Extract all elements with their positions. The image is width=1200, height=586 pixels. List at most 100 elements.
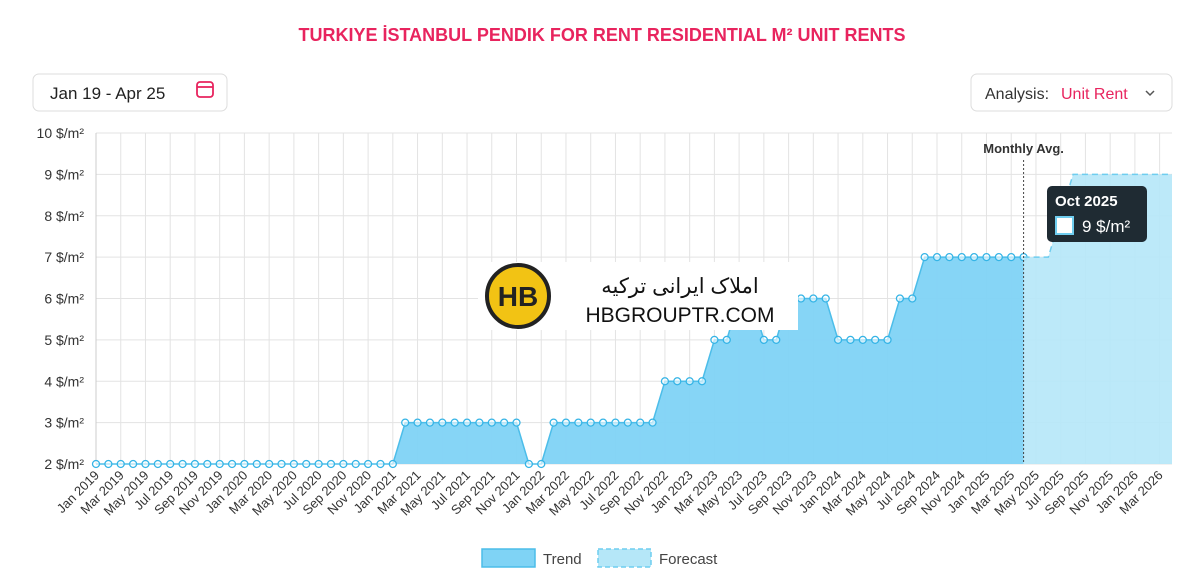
- y-tick-label: 3 $/m²: [44, 415, 84, 431]
- chart-title: TURKIYE İSTANBUL PENDIK FOR RENT RESIDEN…: [298, 25, 905, 45]
- y-tick-label: 6 $/m²: [44, 291, 84, 307]
- line: [96, 256, 1024, 465]
- point: [957, 252, 966, 262]
- point: [438, 418, 447, 427]
- point: [537, 459, 546, 469]
- legend-label[interactable]: Trend: [543, 551, 582, 568]
- y-tick-label: 10 $/m²: [37, 125, 85, 141]
- chevron[interactable]: [1145, 90, 1155, 97]
- point: [908, 294, 917, 303]
- tooltip-value: 9 $/m²: [1082, 217, 1131, 236]
- point: [697, 377, 707, 386]
- point: [462, 418, 472, 427]
- y-tick-label: 2 $/m²: [44, 456, 84, 472]
- point: [512, 418, 521, 427]
- point: [969, 252, 979, 262]
- point: [920, 252, 929, 262]
- point: [203, 459, 212, 469]
- tooltip-swatch: [1055, 216, 1074, 235]
- point: [994, 252, 1004, 262]
- point: [932, 252, 942, 262]
- legend-swatch[interactable]: [597, 548, 652, 568]
- area: [1023, 174, 1172, 464]
- point: [289, 459, 299, 469]
- point: [227, 459, 237, 469]
- point: [326, 459, 336, 469]
- point: [561, 418, 571, 427]
- point: [549, 418, 558, 427]
- point: [772, 335, 781, 345]
- point: [190, 459, 200, 469]
- point: [314, 459, 323, 469]
- point: [636, 418, 645, 427]
- point: [586, 418, 595, 427]
- point: [116, 459, 125, 469]
- watermark-logo: [485, 263, 551, 329]
- y-tick-label: 5 $/m²: [44, 332, 84, 348]
- point: [302, 459, 311, 469]
- analysis-label[interactable]: Analysis:: [985, 86, 1049, 103]
- y-tick-label: 4 $/m²: [44, 373, 84, 389]
- point: [821, 294, 830, 303]
- point: [166, 459, 175, 469]
- point: [475, 418, 484, 427]
- y-tick-label: 7 $/m²: [44, 249, 84, 265]
- point: [611, 418, 620, 427]
- legend-swatch[interactable]: [481, 548, 536, 568]
- point: [710, 335, 719, 345]
- calendar-icon[interactable]: [196, 81, 214, 98]
- point: [240, 459, 249, 469]
- point: [401, 418, 410, 427]
- point: [722, 335, 731, 345]
- point: [1007, 252, 1016, 262]
- point: [895, 294, 905, 303]
- watermark-line2: HBGROUPTR.COM: [586, 304, 775, 327]
- legend-label[interactable]: Forecast: [659, 551, 718, 568]
- point: [388, 459, 397, 469]
- point: [623, 418, 632, 427]
- point: [945, 252, 954, 262]
- point: [153, 459, 162, 469]
- point: [499, 418, 509, 427]
- date-range[interactable]: Jan 19 - Apr 25: [50, 84, 165, 103]
- point: [487, 418, 496, 427]
- dropdown-box[interactable]: [970, 73, 1173, 112]
- date-picker[interactable]: Jan 19 - Apr 25: [32, 73, 228, 112]
- point: [425, 418, 435, 427]
- point: [178, 459, 187, 469]
- point: [685, 377, 694, 386]
- annotation: Monthly Avg.: [983, 141, 1064, 156]
- overlay: Monthly Avg. Oct 2025 9 $/m² Trend Forecast: [481, 141, 1147, 568]
- point: [413, 418, 422, 427]
- point: [673, 377, 682, 386]
- analysis-dropdown[interactable]: Analysis: Unit Rent: [970, 73, 1173, 112]
- point: [363, 459, 373, 469]
- date-box[interactable]: [32, 73, 228, 112]
- point: [648, 418, 657, 427]
- point: [450, 418, 459, 427]
- point: [574, 418, 583, 427]
- point: [277, 459, 286, 469]
- point: [809, 294, 818, 303]
- y-tick-label: 8 $/m²: [44, 208, 84, 224]
- point: [91, 459, 101, 469]
- point: [871, 335, 880, 345]
- point: [598, 418, 608, 427]
- analysis-value[interactable]: Unit Rent: [1061, 86, 1128, 103]
- point: [524, 459, 534, 469]
- point: [982, 252, 991, 262]
- point: [264, 459, 274, 469]
- point: [252, 459, 261, 469]
- point: [796, 294, 806, 303]
- point: [128, 459, 138, 469]
- point: [858, 335, 867, 345]
- point: [376, 459, 385, 469]
- point: [339, 459, 348, 469]
- y-tick-label: 9 $/m²: [44, 166, 84, 182]
- watermark-line1: املاک ایرانی ترکیه: [601, 275, 759, 299]
- watermark-logo-text: HB: [498, 281, 538, 312]
- line: [1023, 173, 1172, 258]
- tooltip-title: Oct 2025: [1055, 193, 1118, 210]
